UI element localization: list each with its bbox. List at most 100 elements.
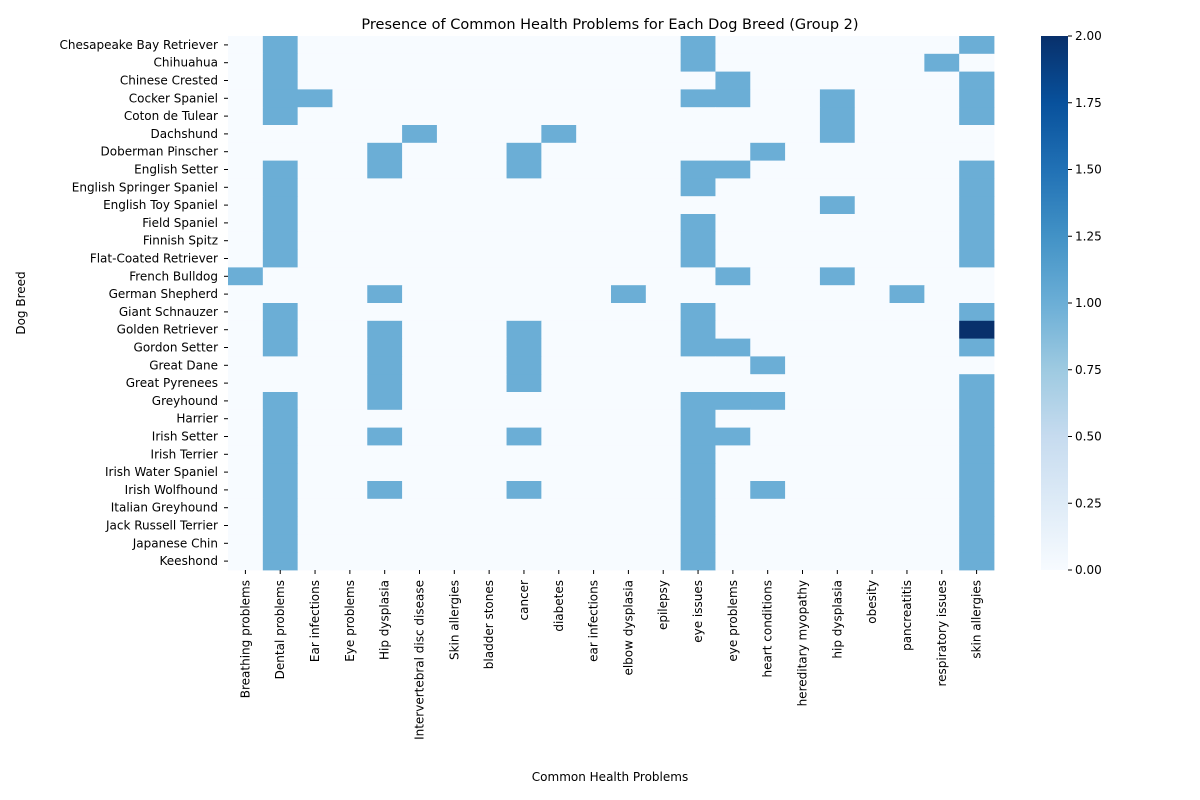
heatmap-cell bbox=[750, 338, 786, 357]
heatmap-cell bbox=[819, 125, 856, 144]
x-tick-label: Hip dysplasia bbox=[378, 580, 392, 660]
heatmap-cell bbox=[715, 231, 751, 250]
heatmap-cell bbox=[750, 231, 786, 250]
heatmap-cell bbox=[889, 89, 925, 108]
heatmap-cell bbox=[819, 89, 856, 108]
heatmap-cell bbox=[785, 320, 821, 339]
heatmap-cell bbox=[471, 36, 507, 55]
heatmap-cell bbox=[680, 160, 716, 179]
heatmap-cell bbox=[228, 481, 264, 500]
heatmap-cell bbox=[924, 427, 960, 446]
heatmap-cell bbox=[576, 214, 612, 233]
heatmap-cell bbox=[471, 338, 507, 357]
heatmap-cell bbox=[715, 303, 751, 322]
heatmap-cell bbox=[471, 481, 507, 500]
heatmap-cell bbox=[541, 53, 577, 72]
heatmap-cell bbox=[228, 427, 264, 446]
heatmap-cell bbox=[645, 125, 682, 144]
heatmap-cell bbox=[506, 196, 542, 215]
heatmap-cell bbox=[576, 36, 612, 55]
heatmap-cell bbox=[680, 125, 716, 144]
heatmap-cell bbox=[297, 409, 333, 428]
heatmap-cell bbox=[645, 392, 682, 411]
heatmap-cell bbox=[750, 160, 786, 179]
heatmap-cell bbox=[715, 142, 751, 161]
heatmap-cell bbox=[402, 71, 438, 90]
heatmap-cell bbox=[680, 374, 716, 393]
heatmap-cell bbox=[715, 498, 751, 517]
y-tick-label: Dachshund bbox=[151, 127, 218, 141]
heatmap-cell bbox=[576, 516, 612, 535]
heatmap-cell bbox=[332, 409, 368, 428]
heatmap-cell bbox=[297, 374, 333, 393]
y-tick-label: Irish Terrier bbox=[151, 447, 219, 461]
heatmap-cell bbox=[785, 552, 821, 571]
heatmap-cell bbox=[611, 36, 647, 55]
heatmap-cell bbox=[889, 214, 925, 233]
heatmap-cell bbox=[541, 481, 577, 500]
heatmap-cell bbox=[680, 409, 716, 428]
colorbar-tick-label: 0.50 bbox=[1075, 430, 1102, 444]
heatmap-cell bbox=[436, 481, 473, 500]
heatmap-cell bbox=[750, 320, 786, 339]
x-axis-title: Common Health Problems bbox=[532, 770, 688, 784]
heatmap-cell bbox=[611, 320, 647, 339]
y-tick-label: Irish Setter bbox=[152, 430, 218, 444]
heatmap-cell bbox=[332, 320, 368, 339]
heatmap-cell bbox=[576, 71, 612, 90]
heatmap-cell bbox=[367, 303, 403, 322]
heatmap-cell bbox=[680, 338, 716, 357]
heatmap-cell bbox=[959, 125, 995, 144]
y-tick-label: Italian Greyhound bbox=[111, 501, 218, 515]
heatmap-cell bbox=[715, 481, 751, 500]
heatmap-cell bbox=[297, 427, 333, 446]
heatmap-cell bbox=[436, 125, 473, 144]
heatmap-cell bbox=[367, 71, 403, 90]
heatmap-cell bbox=[854, 36, 890, 55]
heatmap-cell bbox=[262, 516, 299, 535]
y-tick-label: Cocker Spaniel bbox=[129, 91, 218, 105]
heatmap-cell bbox=[715, 214, 751, 233]
heatmap-cell bbox=[889, 142, 925, 161]
heatmap-cell bbox=[228, 552, 264, 571]
heatmap-cell bbox=[576, 498, 612, 517]
heatmap-cell bbox=[506, 320, 542, 339]
heatmap-cell bbox=[680, 89, 716, 108]
heatmap-cell bbox=[436, 356, 473, 375]
heatmap-cell bbox=[750, 481, 786, 500]
heatmap-cell bbox=[959, 196, 995, 215]
heatmap-cell bbox=[680, 53, 716, 72]
heatmap-cell bbox=[228, 463, 264, 482]
heatmap-cell bbox=[506, 249, 542, 268]
heatmap-cell bbox=[506, 142, 542, 161]
heatmap-cell bbox=[785, 303, 821, 322]
heatmap-cell bbox=[819, 463, 856, 482]
heatmap-cell bbox=[611, 392, 647, 411]
colorbar-tick-label: 0.25 bbox=[1075, 496, 1102, 510]
heatmap-cell bbox=[680, 214, 716, 233]
heatmap-cell bbox=[506, 303, 542, 322]
heatmap-cell bbox=[680, 178, 716, 197]
y-tick-label: Chihuahua bbox=[154, 56, 218, 70]
heatmap-cell bbox=[228, 178, 264, 197]
heatmap-cell bbox=[611, 89, 647, 108]
heatmap-cell bbox=[819, 142, 856, 161]
y-tick-label: English Toy Spaniel bbox=[103, 198, 218, 212]
heatmap-cell bbox=[262, 481, 299, 500]
heatmap-cell bbox=[611, 338, 647, 357]
heatmap-cell bbox=[367, 374, 403, 393]
heatmap-cell bbox=[819, 516, 856, 535]
heatmap-cell bbox=[750, 356, 786, 375]
heatmap-cell bbox=[854, 285, 890, 304]
heatmap-cell bbox=[402, 107, 438, 126]
heatmap-cell bbox=[819, 356, 856, 375]
heatmap-cell bbox=[402, 338, 438, 357]
heatmap-cell bbox=[576, 534, 612, 553]
heatmap-cell bbox=[785, 374, 821, 393]
y-tick-label: Gordon Setter bbox=[134, 341, 219, 355]
heatmap-cell bbox=[332, 356, 368, 375]
heatmap-cell bbox=[506, 36, 542, 55]
heatmap-cell bbox=[680, 427, 716, 446]
heatmap-cell bbox=[750, 303, 786, 322]
heatmap-cell bbox=[436, 445, 473, 464]
